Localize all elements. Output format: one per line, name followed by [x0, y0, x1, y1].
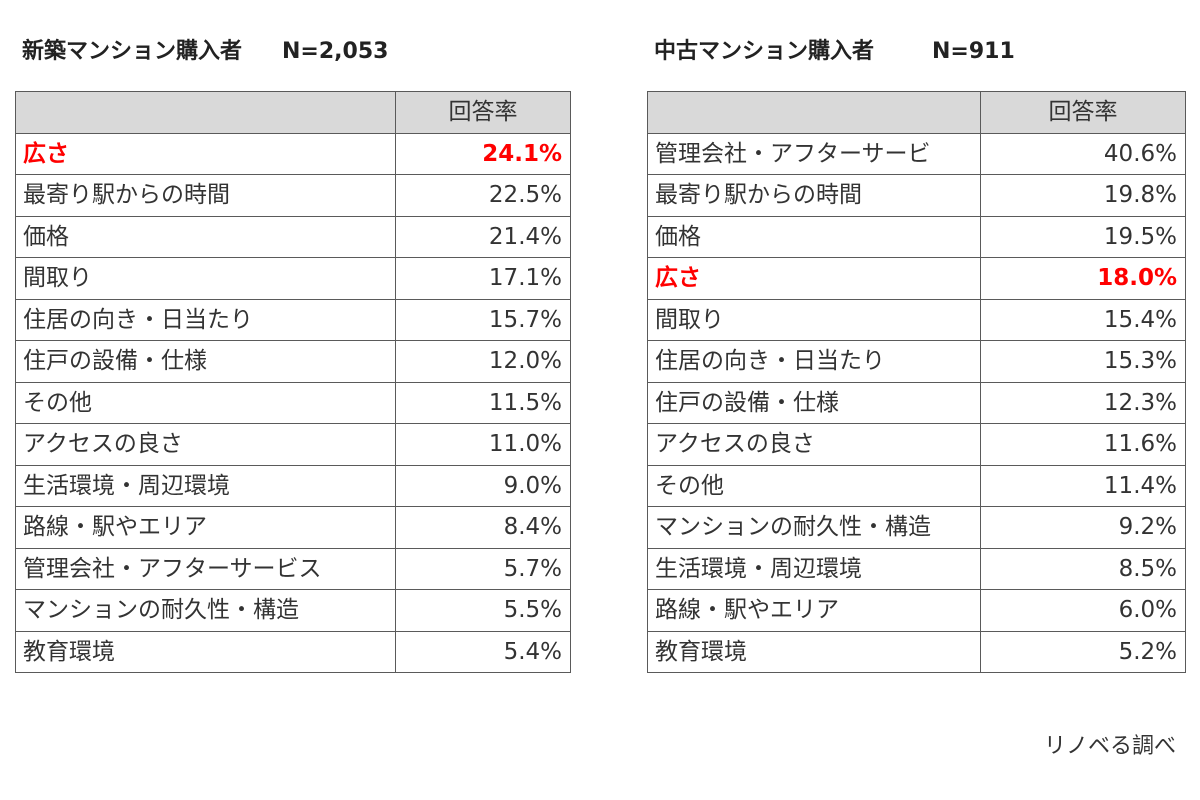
new-condo-title: 新築マンション購入者: [22, 39, 243, 64]
new-condo-n: N=2,053: [282, 39, 389, 64]
row-rate-value: 15.7%: [395, 298, 571, 341]
row-item-label: 路線・駅やエリア: [647, 589, 981, 632]
used-condo-title: 中古マンション購入者: [654, 39, 875, 64]
row-rate-value: 11.0%: [395, 423, 571, 466]
row-item-label: 価格: [15, 215, 396, 258]
row-rate-value: 24.1%: [395, 132, 571, 175]
row-rate-value: 11.5%: [395, 381, 571, 424]
row-rate-value: 8.5%: [980, 547, 1186, 590]
row-rate-value: 6.0%: [980, 589, 1186, 632]
new-condo-table-body: 広さ 24.1% 最寄り駅からの時間 22.5% 価格 21.4% 間取り 17.1% 住居の向…: [15, 132, 571, 673]
row-rate-value: 5.7%: [395, 547, 571, 590]
row-rate-value: 21.4%: [395, 215, 571, 258]
table-row: 教育環境 5.4%: [15, 630, 571, 673]
table-row: 住戸の設備・仕様 12.0%: [15, 340, 571, 383]
table-row: 管理会社・アフターサービ 40.6%: [647, 132, 1186, 175]
rate-column-header: 回答率: [395, 91, 571, 134]
row-item-label: 間取り: [15, 257, 396, 300]
row-item-label: アクセスの良さ: [647, 423, 981, 466]
table-row: 間取り 15.4%: [647, 298, 1186, 341]
row-rate-value: 15.3%: [980, 340, 1186, 383]
row-rate-value: 18.0%: [980, 257, 1186, 300]
row-rate-value: 19.8%: [980, 174, 1186, 217]
row-item-label: 最寄り駅からの時間: [647, 174, 981, 217]
row-item-label: 管理会社・アフターサービ: [647, 132, 981, 175]
row-rate-value: 9.2%: [980, 506, 1186, 549]
table-row: アクセスの良さ 11.6%: [647, 423, 1186, 466]
row-item-label: マンションの耐久性・構造: [15, 589, 396, 632]
table-row: マンションの耐久性・構造 5.5%: [15, 589, 571, 632]
row-item-label: 路線・駅やエリア: [15, 506, 396, 549]
new-condo-table: 回答率 広さ 24.1% 最寄り駅からの時間 22.5% 価格 21.4% 間取り 17.1%…: [15, 91, 571, 673]
row-item-label: 広さ: [15, 132, 396, 175]
table-row: 価格 21.4%: [15, 215, 571, 258]
row-item-label: 住戸の設備・仕様: [15, 340, 396, 383]
row-rate-value: 12.0%: [395, 340, 571, 383]
row-rate-value: 40.6%: [980, 132, 1186, 175]
row-rate-value: 5.2%: [980, 630, 1186, 673]
row-rate-value: 17.1%: [395, 257, 571, 300]
table-row: 住居の向き・日当たり 15.7%: [15, 298, 571, 341]
row-rate-value: 19.5%: [980, 215, 1186, 258]
row-rate-value: 5.5%: [395, 589, 571, 632]
rate-column-header: 回答率: [980, 91, 1186, 134]
row-rate-value: 11.4%: [980, 464, 1186, 507]
row-item-label: 生活環境・周辺環境: [15, 464, 396, 507]
table-row: 間取り 17.1%: [15, 257, 571, 300]
table-row: アクセスの良さ 11.0%: [15, 423, 571, 466]
row-item-label: 教育環境: [15, 630, 396, 673]
row-rate-value: 15.4%: [980, 298, 1186, 341]
table-row: 最寄り駅からの時間 19.8%: [647, 174, 1186, 217]
table-row: その他 11.5%: [15, 381, 571, 424]
table-row: 広さ 18.0%: [647, 257, 1186, 300]
table-row: 住居の向き・日当たり 15.3%: [647, 340, 1186, 383]
row-item-label: 管理会社・アフターサービス: [15, 547, 396, 590]
used-condo-n: N=911: [932, 39, 1015, 64]
row-item-label: その他: [15, 381, 396, 424]
table-row: 広さ 24.1%: [15, 132, 571, 175]
row-item-label: 広さ: [647, 257, 981, 300]
table-row: 教育環境 5.2%: [647, 630, 1186, 673]
row-item-label: その他: [647, 464, 981, 507]
used-condo-heading: 中古マンション購入者 N=911: [654, 34, 1015, 70]
row-item-label: 住戸の設備・仕様: [647, 381, 981, 424]
source-note: リノベる調べ: [1043, 734, 1176, 759]
row-item-label: アクセスの良さ: [15, 423, 396, 466]
table-row: その他 11.4%: [647, 464, 1186, 507]
table-row: 管理会社・アフターサービス 5.7%: [15, 547, 571, 590]
row-rate-value: 12.3%: [980, 381, 1186, 424]
row-item-label: 住居の向き・日当たり: [647, 340, 981, 383]
row-item-label: 間取り: [647, 298, 981, 341]
row-item-label: 価格: [647, 215, 981, 258]
row-rate-value: 11.6%: [980, 423, 1186, 466]
row-rate-value: 8.4%: [395, 506, 571, 549]
row-item-label: マンションの耐久性・構造: [647, 506, 981, 549]
item-column-header: [647, 91, 981, 134]
used-condo-table: 回答率 管理会社・アフターサービ 40.6% 最寄り駅からの時間 19.8% 価格 19.…: [647, 91, 1186, 673]
table-row: マンションの耐久性・構造 9.2%: [647, 506, 1186, 549]
table-row: 最寄り駅からの時間 22.5%: [15, 174, 571, 217]
row-rate-value: 22.5%: [395, 174, 571, 217]
row-item-label: 住居の向き・日当たり: [15, 298, 396, 341]
table-row: 住戸の設備・仕様 12.3%: [647, 381, 1186, 424]
table-header-row: 回答率: [647, 91, 1186, 134]
table-row: 路線・駅やエリア 6.0%: [647, 589, 1186, 632]
row-item-label: 教育環境: [647, 630, 981, 673]
table-row: 路線・駅やエリア 8.4%: [15, 506, 571, 549]
table-header-row: 回答率: [15, 91, 571, 134]
row-item-label: 生活環境・周辺環境: [647, 547, 981, 590]
row-rate-value: 5.4%: [395, 630, 571, 673]
row-rate-value: 9.0%: [395, 464, 571, 507]
table-row: 生活環境・周辺環境 8.5%: [647, 547, 1186, 590]
used-condo-table-body: 管理会社・アフターサービ 40.6% 最寄り駅からの時間 19.8% 価格 19.5% 広さ…: [647, 132, 1186, 673]
table-row: 生活環境・周辺環境 9.0%: [15, 464, 571, 507]
item-column-header: [15, 91, 396, 134]
table-row: 価格 19.5%: [647, 215, 1186, 258]
row-item-label: 最寄り駅からの時間: [15, 174, 396, 217]
new-condo-heading: 新築マンション購入者 N=2,053: [22, 34, 388, 70]
